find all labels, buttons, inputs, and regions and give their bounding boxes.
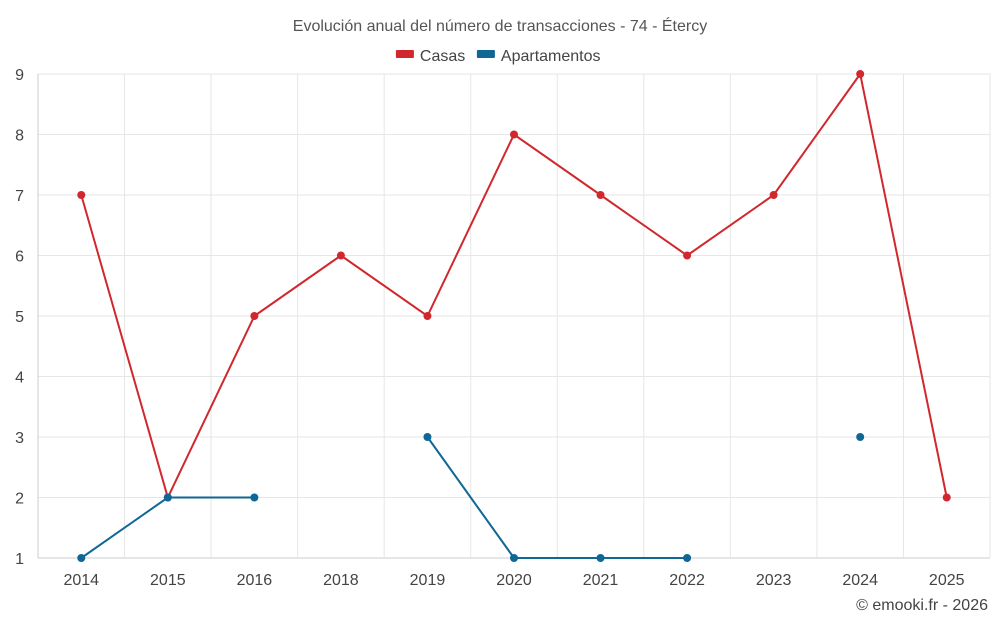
y-tick-label: 6 [15, 249, 24, 266]
x-tick-label: 2024 [842, 572, 878, 589]
y-axis-ticks: 1 2 3 4 5 6 7 8 9 [15, 67, 24, 568]
legend-item-apartamentos[interactable]: Apartamentos [476, 48, 601, 65]
legend: Casas Apartamentos [395, 48, 601, 65]
data-point[interactable] [250, 493, 259, 502]
y-tick-label: 7 [15, 188, 24, 205]
data-point[interactable] [683, 554, 692, 562]
data-point[interactable] [163, 493, 172, 502]
x-tick-label: 2023 [756, 572, 792, 589]
y-tick-label: 8 [15, 128, 24, 145]
legend-swatch [476, 50, 495, 58]
x-tick-label: 2020 [496, 572, 532, 589]
legend-label: Casas [420, 48, 465, 65]
x-tick-label: 2014 [63, 572, 99, 589]
y-tick-label: 3 [15, 430, 24, 447]
data-point[interactable] [423, 433, 432, 441]
data-point[interactable] [423, 312, 432, 320]
data-point[interactable] [769, 191, 778, 199]
x-tick-label: 2015 [150, 572, 186, 589]
x-tick-label: 2019 [410, 572, 446, 589]
legend-swatch [395, 50, 414, 58]
y-tick-label: 1 [15, 551, 24, 568]
x-tick-label: 2016 [237, 572, 273, 589]
data-point[interactable] [942, 493, 951, 502]
x-tick-label: 2022 [669, 572, 705, 589]
series-apartamentos [77, 433, 865, 562]
data-point[interactable] [510, 554, 518, 562]
credit-text: © emooki.fr - 2026 [856, 597, 988, 614]
data-point[interactable] [510, 130, 518, 139]
y-tick-label: 2 [15, 491, 24, 508]
data-point[interactable] [856, 70, 865, 78]
chart-title: Evolución anual del número de transaccio… [293, 16, 707, 35]
data-point[interactable] [856, 433, 865, 441]
legend-item-casas[interactable]: Casas [395, 48, 465, 65]
x-tick-label: 2025 [929, 572, 965, 589]
data-point[interactable] [683, 251, 692, 260]
y-tick-label: 9 [15, 67, 24, 84]
x-tick-label: 2021 [583, 572, 619, 589]
data-point[interactable] [596, 554, 605, 562]
grid [37, 73, 991, 559]
data-point[interactable] [77, 554, 86, 562]
data-point[interactable] [77, 191, 86, 199]
x-tick-label: 2018 [323, 572, 359, 589]
y-tick-label: 4 [15, 370, 24, 387]
legend-label: Apartamentos [501, 48, 601, 65]
x-axis-ticks: 2014 2015 2016 2018 2019 2020 2021 2022 2023 2024… [63, 572, 964, 589]
y-tick-label: 5 [15, 309, 24, 326]
data-point[interactable] [250, 312, 259, 320]
data-point[interactable] [336, 251, 345, 260]
data-point[interactable] [596, 191, 605, 199]
series-group [77, 70, 951, 562]
series-line [426, 436, 688, 559]
series-line [80, 496, 255, 559]
